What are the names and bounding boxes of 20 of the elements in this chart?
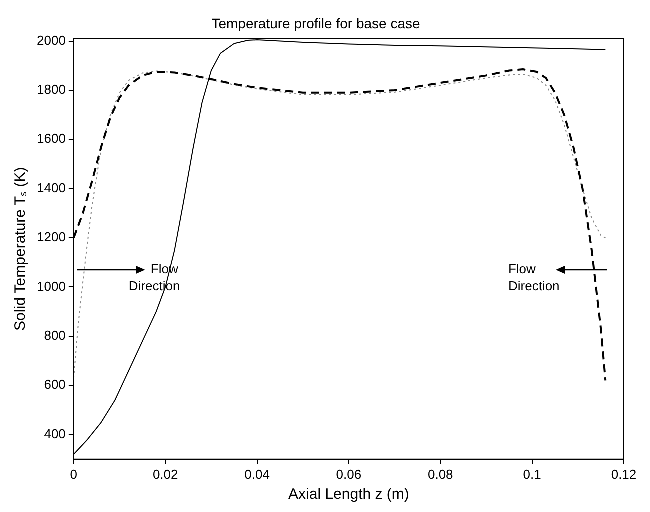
- y-tick-label: 2000: [37, 32, 66, 48]
- x-tick-label: 0: [70, 466, 78, 482]
- y-tick-label: 800: [44, 328, 66, 343]
- y-tick-label: 600: [44, 377, 66, 392]
- x-tick-label: 0.08: [428, 466, 454, 482]
- x-tick-label: 0.02: [152, 466, 178, 482]
- y-tick-label: 1600: [37, 131, 66, 146]
- x-axis-title: Axial Length z (m): [288, 486, 410, 504]
- annotation: Flow Direction: [508, 262, 560, 294]
- x-tick-label: 0.12: [611, 466, 637, 482]
- y-tick-label: 1400: [37, 180, 66, 196]
- y-tick-label: 1000: [37, 278, 66, 294]
- x-tick-label: 0.04: [244, 466, 270, 482]
- x-tick-label: 0.06: [336, 466, 362, 482]
- y-axis-title: Solid Temperature Tₛ (K): [12, 167, 30, 331]
- y-tick-label: 1800: [37, 82, 66, 98]
- x-tick-label: 0.1: [523, 466, 542, 482]
- y-tick-label: 1200: [37, 230, 66, 245]
- chart-title: Temperature profile for base case: [212, 15, 420, 32]
- y-tick-label: 400: [44, 426, 66, 442]
